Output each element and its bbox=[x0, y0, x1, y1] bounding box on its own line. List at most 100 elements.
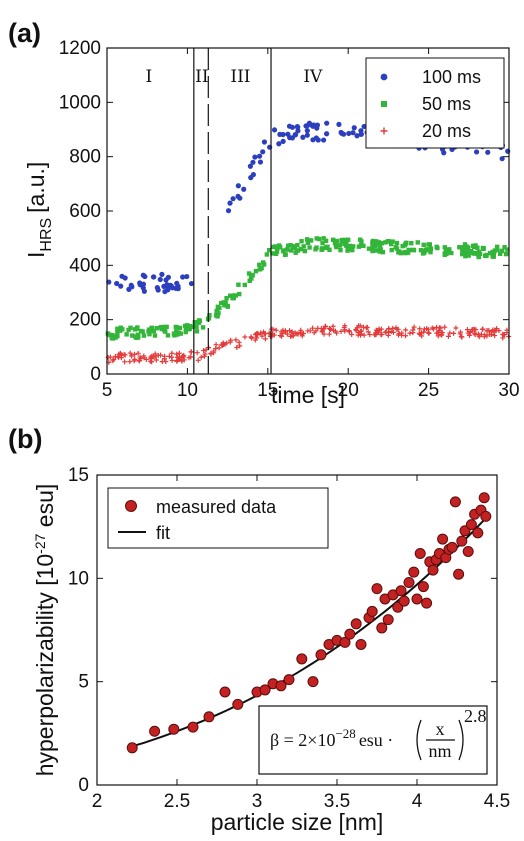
data-point bbox=[307, 328, 313, 334]
data-point bbox=[138, 328, 144, 334]
data-point bbox=[294, 123, 300, 130]
data-point bbox=[302, 248, 308, 254]
data-point bbox=[149, 325, 154, 331]
data-point bbox=[492, 333, 498, 339]
data-point bbox=[361, 123, 367, 130]
panel-b-ylabel-unit: esu] bbox=[32, 484, 58, 534]
data-point bbox=[109, 333, 115, 338]
data-point bbox=[195, 357, 201, 363]
data-point bbox=[153, 357, 159, 363]
data-point bbox=[310, 325, 316, 331]
legend-marker-100-ms bbox=[380, 73, 388, 81]
data-point bbox=[354, 133, 360, 139]
data-point bbox=[278, 329, 284, 335]
data-point bbox=[411, 324, 417, 330]
data-point bbox=[321, 236, 326, 241]
data-point bbox=[162, 288, 168, 295]
panel-a-ytick-label: 800 bbox=[69, 147, 101, 168]
data-point bbox=[183, 327, 189, 332]
data-point bbox=[235, 183, 241, 189]
data-point bbox=[295, 248, 301, 253]
data-point bbox=[215, 309, 220, 314]
data-point bbox=[295, 243, 300, 248]
data-point bbox=[279, 333, 285, 339]
data-point bbox=[373, 331, 379, 337]
data-point bbox=[460, 251, 465, 257]
data-point bbox=[159, 326, 164, 332]
data-point bbox=[276, 141, 282, 147]
data-point bbox=[435, 245, 440, 251]
panel-a-xtick-label: 10 bbox=[177, 380, 198, 401]
formula-esu: esu · bbox=[359, 730, 394, 750]
measured-point bbox=[437, 533, 449, 545]
measured-point bbox=[339, 636, 351, 648]
data-point bbox=[421, 242, 426, 248]
data-point bbox=[394, 240, 400, 246]
data-point bbox=[345, 237, 351, 242]
data-point bbox=[464, 246, 469, 251]
panel-a-ytick-label: 400 bbox=[69, 255, 101, 276]
data-point bbox=[122, 359, 128, 365]
data-point bbox=[406, 247, 411, 253]
formula-paren-right bbox=[458, 719, 464, 761]
data-point bbox=[475, 245, 480, 250]
data-point bbox=[410, 330, 416, 336]
measured-point bbox=[371, 583, 383, 595]
data-point bbox=[225, 208, 232, 214]
data-point bbox=[201, 347, 207, 353]
legend-label-100-ms: 100 ms bbox=[422, 67, 481, 87]
panel-a-xtick-label: 15 bbox=[257, 380, 278, 401]
data-point bbox=[248, 334, 254, 340]
data-point bbox=[248, 275, 254, 281]
data-point bbox=[196, 318, 202, 323]
data-point bbox=[374, 242, 380, 247]
data-point bbox=[124, 332, 129, 337]
data-point bbox=[182, 323, 188, 329]
data-point bbox=[174, 280, 180, 286]
panel-a-ylabel-i: I bbox=[23, 252, 49, 258]
legend-label-20-ms: 20 ms bbox=[422, 121, 471, 141]
data-point bbox=[112, 354, 118, 360]
data-point bbox=[505, 247, 510, 252]
panel-a-legend: 100 ms 50 ms 20 ms bbox=[365, 57, 505, 149]
data-point bbox=[304, 237, 310, 242]
data-point bbox=[141, 333, 147, 338]
data-point bbox=[300, 134, 306, 140]
data-point bbox=[386, 239, 391, 244]
data-point bbox=[405, 250, 411, 255]
data-point bbox=[132, 356, 138, 362]
data-point bbox=[418, 247, 424, 253]
data-point bbox=[457, 331, 463, 337]
measured-point bbox=[456, 535, 468, 547]
data-point bbox=[483, 253, 489, 259]
data-point bbox=[158, 352, 164, 358]
measured-point bbox=[355, 638, 367, 650]
data-point bbox=[149, 329, 154, 334]
data-point bbox=[213, 346, 219, 352]
data-point bbox=[219, 300, 224, 306]
data-point bbox=[154, 326, 159, 331]
data-point bbox=[130, 333, 135, 338]
data-point bbox=[252, 154, 258, 160]
data-point bbox=[228, 337, 234, 343]
data-point bbox=[443, 248, 449, 253]
measured-point bbox=[315, 649, 327, 661]
data-point bbox=[176, 356, 182, 362]
measured-point bbox=[480, 510, 492, 522]
data-point bbox=[282, 328, 288, 334]
panel-a-xtick-label: 25 bbox=[418, 380, 439, 401]
data-point bbox=[351, 125, 357, 131]
data-point bbox=[165, 274, 172, 280]
data-point bbox=[211, 350, 217, 356]
measured-point bbox=[344, 628, 356, 640]
panel-a: (a) I II III IV 5 10 15 20 25 300200400600800100… bbox=[8, 18, 520, 408]
data-point bbox=[208, 351, 214, 357]
measured-point bbox=[259, 684, 271, 696]
data-point bbox=[282, 252, 288, 258]
panel-b-xtick-label: 4 bbox=[412, 791, 423, 812]
data-point bbox=[261, 329, 267, 335]
data-point bbox=[213, 313, 219, 318]
data-point bbox=[127, 359, 133, 365]
measured-point bbox=[453, 568, 465, 580]
data-point bbox=[326, 325, 332, 331]
